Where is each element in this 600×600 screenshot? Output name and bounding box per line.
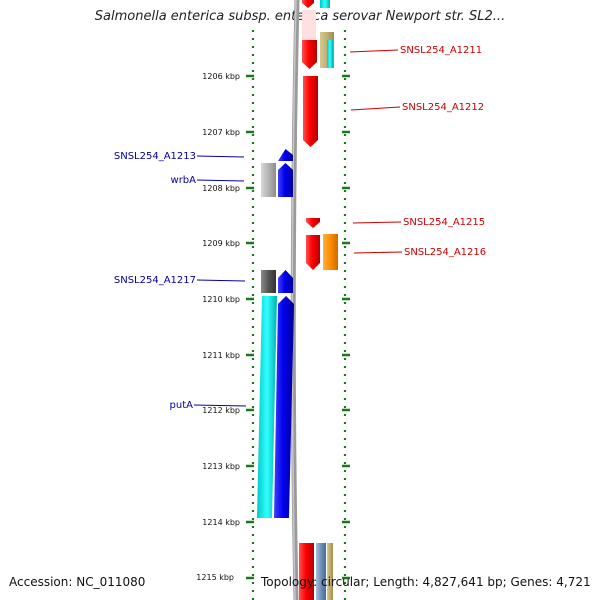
gene-putA-cyan-feature[interactable] — [257, 296, 277, 518]
gene-SNSL254_A1217-dark-feature[interactable] — [261, 270, 276, 293]
gene-label-SNSL254_A1212[interactable]: SNSL254_A1212 — [402, 102, 484, 113]
gene-feature-top-red[interactable] — [302, 0, 314, 8]
leader-SNSL254_A1216 — [353, 251, 403, 254]
tick-label-1215: 1215 kbp — [196, 573, 234, 582]
accession-text: Accession: NC_011080 — [9, 575, 146, 589]
tick-label-1208: 1208 kbp — [202, 184, 240, 193]
gene-SNSL254_A1212-body[interactable] — [303, 76, 318, 147]
gene-SNSL254_A1213-body[interactable] — [278, 149, 293, 161]
gene-feature-bottom-steel[interactable] — [316, 543, 326, 600]
genome-backbone — [290, 0, 300, 600]
genome-summary-text: Topology: circular; Length: 4,827,641 bp… — [261, 575, 591, 589]
leader-SNSL254_A1213 — [196, 155, 245, 158]
leader-wrbA — [196, 179, 245, 182]
tick-label-1211: 1211 kbp — [202, 351, 240, 360]
map-title: Salmonella enterica subsp. enterica sero… — [94, 9, 506, 24]
leader-SNSL254_A1212 — [350, 106, 401, 111]
tick-label-1213: 1213 kbp — [202, 462, 240, 471]
gene-SNSL254_A1216-orange-feature[interactable] — [323, 234, 338, 270]
gene-feature-bottom-tan[interactable] — [327, 543, 333, 600]
tick-label-1209: 1209 kbp — [202, 239, 240, 248]
gene-label-SNSL254_A1215[interactable]: SNSL254_A1215 — [403, 217, 485, 228]
gene-wrbA-grey-feature[interactable] — [261, 163, 276, 197]
tick-label-1210: 1210 kbp — [202, 295, 240, 304]
gene-wrbA-body[interactable] — [278, 163, 293, 197]
tick-label-1214: 1214 kbp — [202, 518, 240, 527]
gene-label-putA[interactable]: putA — [170, 400, 194, 411]
gene-feature-cyan-stripe[interactable] — [327, 40, 333, 68]
gene-SNSL254_A1215-body[interactable] — [306, 218, 320, 228]
gene-label-wrbA[interactable]: wrbA — [171, 175, 197, 186]
gene-feature-bottom-red[interactable] — [299, 543, 314, 600]
gene-label-SNSL254_A1217[interactable]: SNSL254_A1217 — [114, 275, 196, 286]
tick-label-1206: 1206 kbp — [202, 72, 240, 81]
leader-SNSL254_A1211 — [349, 49, 399, 53]
leader-putA — [193, 404, 247, 407]
gene-SNSL254_A1217-body[interactable] — [278, 270, 293, 293]
gene-label-SNSL254_A1213[interactable]: SNSL254_A1213 — [114, 151, 196, 162]
gene-feature-top-pink — [302, 10, 316, 40]
leader-SNSL254_A1217 — [196, 279, 246, 282]
gene-label-SNSL254_A1211[interactable]: SNSL254_A1211 — [400, 45, 482, 56]
genome-backbone-highlight — [291, 0, 297, 600]
gene-putA-body[interactable] — [274, 296, 294, 518]
gene-SNSL254_A1216-body[interactable] — [306, 235, 320, 270]
gene-label-SNSL254_A1216[interactable]: SNSL254_A1216 — [404, 247, 486, 258]
gene-feature-top-cyan[interactable] — [320, 0, 330, 8]
tick-marks — [246, 74, 350, 580]
tick-label-1212: 1212 kbp — [202, 406, 240, 415]
leader-SNSL254_A1215 — [352, 221, 402, 224]
tick-label-1207: 1207 kbp — [202, 128, 240, 137]
gene-SNSL254_A1211-body[interactable] — [302, 40, 317, 69]
